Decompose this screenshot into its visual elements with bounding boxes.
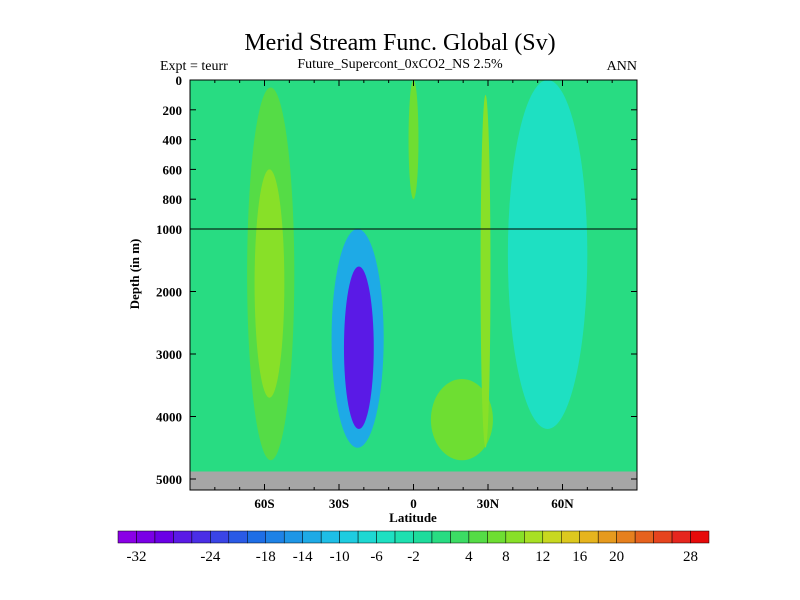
y-tick-label: 2000	[156, 285, 182, 300]
colorbar-label: 20	[609, 549, 624, 565]
colorbar-label: -18	[256, 549, 276, 565]
colorbar-label: -2	[407, 549, 420, 565]
equatorial-positive-streak	[408, 80, 419, 200]
y-tick-label: 1000	[156, 222, 182, 237]
colorbar-box	[579, 530, 599, 544]
x-axis: 60S 30S 0 30N 60N	[214, 80, 613, 511]
colorbar-box	[542, 530, 562, 544]
y-tick-label: 600	[163, 162, 183, 177]
x-tick-label: 60S	[254, 496, 274, 511]
ocean-floor-mask	[190, 471, 637, 490]
colorbar-label: -24	[200, 549, 220, 565]
colorbar-box	[154, 530, 174, 544]
chart-title: Merid Stream Func. Global (Sv)	[244, 30, 556, 56]
colorbar-box	[210, 530, 230, 544]
colorbar-box	[320, 530, 340, 544]
colorbar-label: 16	[572, 549, 588, 565]
colorbar-box	[524, 530, 544, 544]
colorbar-box	[394, 530, 414, 544]
northern-deep-positive-cell	[430, 379, 493, 461]
colorbar-box	[302, 530, 322, 544]
colorbar-box	[561, 530, 580, 544]
colorbar-box	[597, 530, 617, 544]
colorbar-label: -14	[293, 549, 313, 565]
y-tick-label: 400	[163, 133, 183, 148]
colorbar-box	[634, 530, 654, 544]
colorbar-label: 8	[502, 549, 510, 565]
y-tick-label: 4000	[156, 410, 182, 425]
tropical-positive-streak	[480, 94, 491, 448]
y-tick-label: 800	[163, 192, 183, 207]
chart-subtitle: Future_Supercont_0xCO2_NS 2.5%	[297, 57, 503, 72]
colorbar-box	[690, 530, 710, 544]
colorbar-box	[653, 530, 673, 544]
colorbar-box	[339, 530, 359, 544]
colorbar-label: 12	[535, 549, 550, 565]
colorbar-box	[117, 530, 137, 544]
x-axis-label: Latitude	[389, 510, 437, 525]
colorbar-box	[136, 530, 156, 544]
colorbar-box	[505, 530, 525, 544]
colorbar-box	[450, 530, 470, 544]
southern-positive-core	[254, 169, 285, 398]
y-tick-label: 3000	[156, 347, 182, 362]
colorbar-label: -10	[330, 549, 350, 565]
y-tick-label: 5000	[156, 472, 182, 487]
experiment-label: Expt = teurr	[160, 59, 228, 74]
x-tick-label: 0	[410, 496, 417, 511]
y-tick-label: 200	[163, 103, 183, 118]
stream-function-field	[190, 80, 637, 490]
colorbar-box	[616, 530, 636, 544]
colorbar-box	[468, 530, 488, 544]
colorbar-box	[431, 530, 451, 544]
colorbar-box	[487, 530, 507, 544]
colorbar-label: -32	[126, 549, 146, 565]
colorbar-box	[413, 530, 433, 544]
colorbar-label: 28	[683, 549, 698, 565]
y-axis: 0 200 400 600 800 1000 2000 3000 4000 5000	[156, 73, 637, 487]
y-tick-label: 0	[176, 73, 183, 88]
colorbar-box	[173, 530, 193, 544]
northern-upper-negative-cell	[507, 80, 588, 429]
deep-negative-core	[343, 266, 374, 429]
x-tick-label: 30N	[477, 496, 500, 511]
x-tick-label: 60N	[551, 496, 574, 511]
colorbar: -32 -24 -18 -14 -10 -6 -2 4 8 12 16 20 28	[117, 530, 710, 565]
colorbar-box	[283, 530, 303, 544]
season-label: ANN	[606, 59, 637, 74]
colorbar-box	[228, 530, 248, 544]
x-tick-label: 30S	[329, 496, 349, 511]
colorbar-label: 4	[465, 549, 473, 565]
colorbar-box	[265, 530, 285, 544]
colorbar-box	[376, 530, 396, 544]
y-axis-label: Depth (in m)	[127, 239, 142, 310]
colorbar-box	[671, 530, 691, 544]
colorbar-box	[191, 530, 211, 544]
colorbar-label: -6	[370, 549, 383, 565]
colorbar-box	[357, 530, 377, 544]
colorbar-box	[247, 530, 266, 544]
